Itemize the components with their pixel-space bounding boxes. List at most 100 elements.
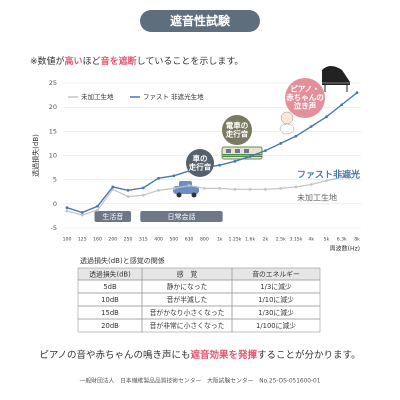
bubble: [285, 78, 325, 118]
band-label: 生活音: [102, 212, 123, 221]
point: [218, 186, 222, 190]
point: [172, 174, 176, 178]
table-cell-text: 1/3に減少: [260, 282, 292, 291]
point: [309, 125, 313, 128]
point: [294, 134, 298, 138]
y-tick-label: 10: [49, 152, 57, 160]
point: [187, 184, 191, 187]
x-tick-label: 630: [185, 237, 194, 243]
x-tick-label: 250: [124, 237, 133, 243]
point: [65, 209, 69, 213]
table-cell-text: 1/10に減少: [258, 295, 294, 304]
point: [325, 115, 328, 119]
point: [218, 163, 222, 167]
point: [309, 183, 313, 186]
header-pill: [140, 10, 260, 32]
text-part: 遮音効果を発揮: [191, 349, 258, 361]
x-tick-label: 500: [169, 237, 178, 243]
text-part: することが分かります。: [257, 349, 361, 361]
bubble-label: 車の: [193, 153, 208, 163]
point: [65, 206, 69, 210]
text-part: ほど: [83, 56, 101, 67]
point: [355, 91, 359, 95]
band-label: 日常会話: [167, 212, 195, 221]
header-title: 遮音性試験: [170, 13, 231, 28]
point: [233, 187, 237, 191]
bubble-label: 泣き声: [294, 101, 317, 111]
bubble-label: 赤ちゃんの: [286, 92, 324, 102]
text-part: ピアノの音や赤ちゃんの鳴き声にも: [39, 349, 190, 361]
table-title: 透過損失(dB)と感覚の関係: [80, 256, 165, 265]
table-header-text: 感 覚: [177, 270, 198, 279]
point: [80, 211, 84, 214]
text-part: ※数値が: [30, 55, 65, 67]
point: [340, 175, 344, 179]
conclusion: ピアノの音や赤ちゃんの鳴き声にも遮音効果を発揮することが分かります。: [39, 349, 360, 361]
legend-label: 未加工生地: [81, 92, 114, 101]
point: [157, 176, 160, 180]
bubble: [222, 115, 252, 145]
x-tick-label: 125: [78, 237, 87, 243]
point: [248, 187, 252, 191]
point: [340, 103, 344, 107]
y-tick-label: 20: [49, 103, 57, 111]
point: [141, 186, 145, 190]
bubble-label: ピアノ・: [290, 84, 319, 94]
point: [111, 185, 115, 189]
y-tick-label: 5: [53, 176, 57, 184]
legend-label: ファスト 非遮光生地: [143, 92, 204, 101]
table-cell-text: 20dB: [101, 322, 119, 330]
point: [80, 213, 84, 217]
text-part: 音を遮断: [101, 55, 137, 67]
point: [96, 204, 99, 208]
x-tick-label: 100: [63, 237, 72, 243]
x-tick-label: 5k: [324, 237, 330, 243]
series-line: [66, 171, 358, 216]
table-cell-text: 10dB: [101, 296, 119, 304]
point: [355, 171, 359, 174]
y-tick-label: 15: [49, 127, 57, 135]
bubble-label: 走行音: [189, 161, 212, 171]
x-axis-label: 周波数(Hz): [330, 245, 360, 253]
table-cell-text: 音が非常に小さくなった: [150, 321, 225, 330]
point: [294, 185, 298, 189]
x-tick-label: 4k: [308, 237, 314, 243]
line-label: 未加工生地: [297, 193, 337, 203]
text-part: 高い: [65, 55, 83, 67]
piano-icon: [322, 66, 350, 92]
point: [264, 187, 267, 191]
x-tick-label: 2.5k: [276, 237, 286, 243]
car-icon: [173, 181, 199, 198]
bubble-label: 電車の: [226, 120, 249, 130]
x-tick-label: 1.25k: [228, 237, 241, 243]
y-tick-label: 0: [53, 200, 57, 208]
bubble-label: 走行音: [226, 128, 249, 138]
table-header-bg: [78, 268, 320, 280]
x-tick-label: 160: [93, 237, 102, 243]
x-tick-label: 8k: [354, 237, 360, 243]
y-tick-label: 25: [49, 79, 57, 87]
point: [248, 155, 252, 158]
table-cell-text: 静かになった: [167, 282, 208, 291]
point: [279, 186, 283, 190]
x-tick-label: 800: [200, 237, 209, 243]
y-axis-label: 透過損失(dB): [31, 134, 40, 177]
x-tick-label: 2k: [263, 237, 269, 243]
table-cell-text: 5dB: [103, 283, 117, 291]
point: [279, 142, 283, 145]
point: [141, 193, 145, 197]
point: [233, 159, 237, 163]
text-part: していることを示します。: [137, 56, 244, 67]
x-tick-label: 1.6k: [245, 237, 255, 243]
point: [325, 179, 328, 183]
table-cell-text: 1/30に減少: [258, 308, 294, 317]
y-tick-label: -5: [51, 224, 57, 232]
table-header-text: 音のエネルギー: [252, 270, 300, 279]
band: [140, 211, 223, 222]
note: ※数値が高いほど音を遮断していることを示します。: [30, 55, 243, 67]
table-header-text: 透過損失(dB): [89, 270, 131, 279]
point: [172, 186, 176, 190]
table-cell-text: 音がかなり小さくなった: [150, 308, 225, 317]
point: [157, 188, 160, 192]
table-cell: [231, 318, 321, 333]
